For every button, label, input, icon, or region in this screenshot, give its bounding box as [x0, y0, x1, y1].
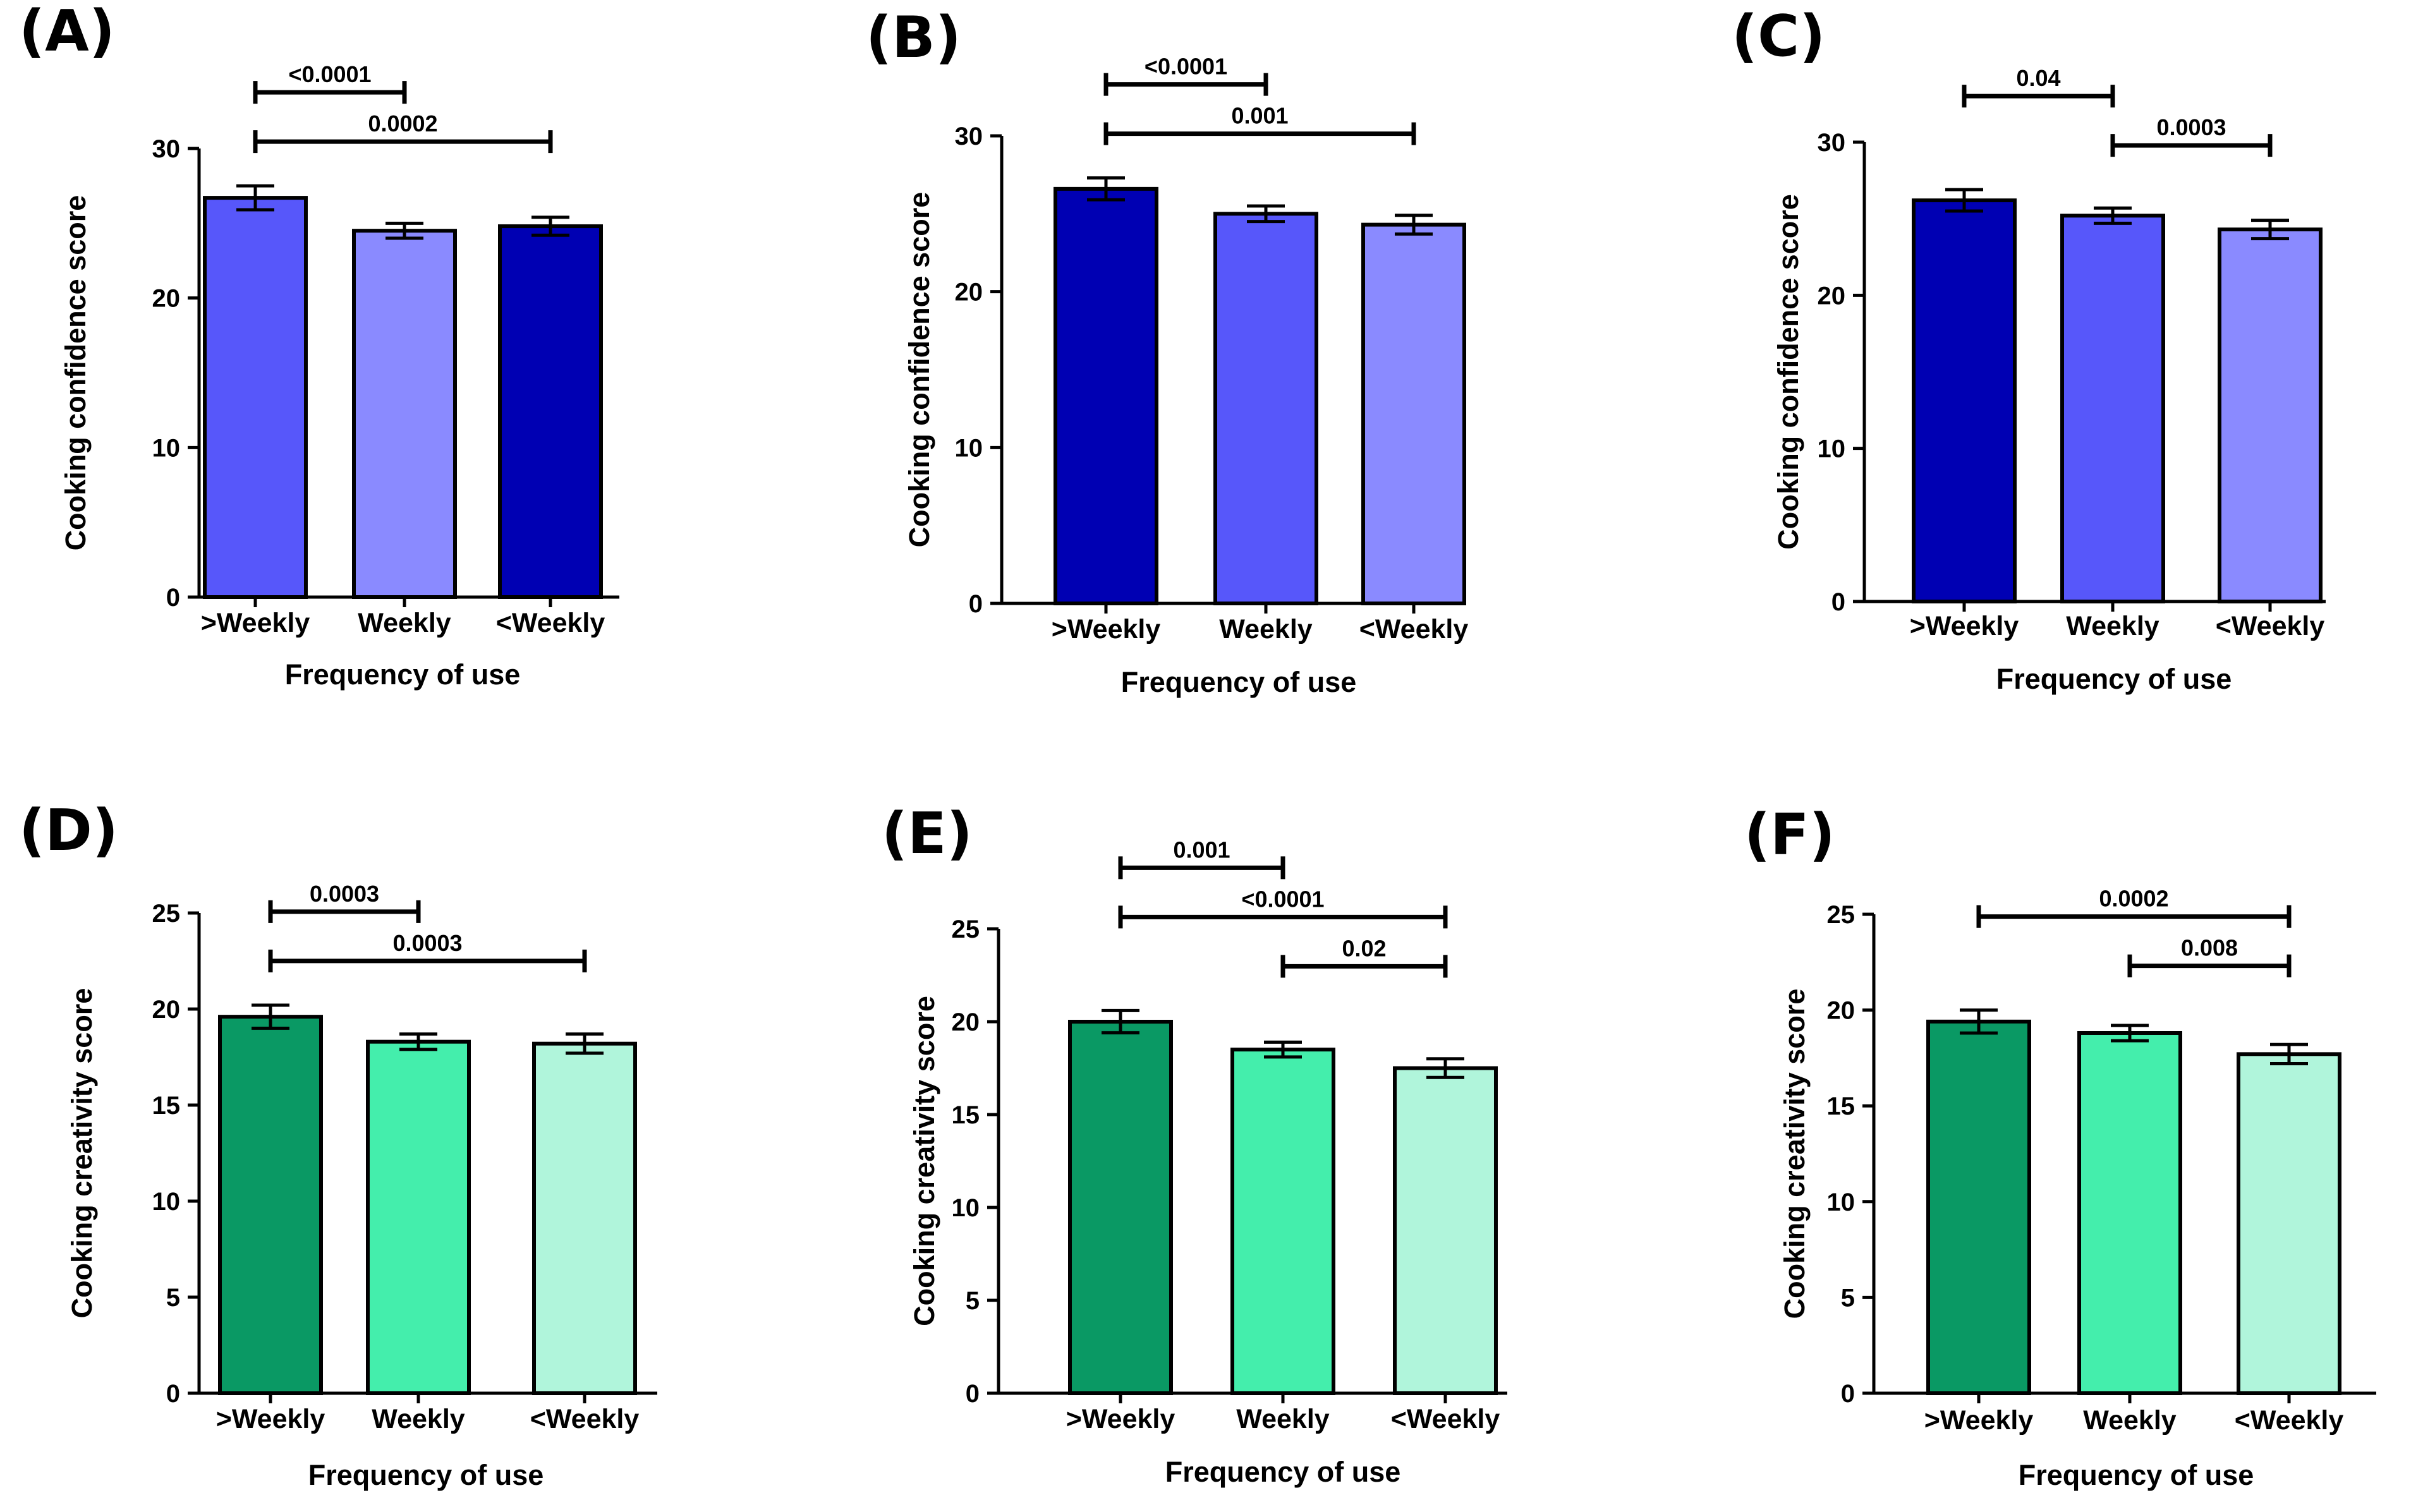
- panel-b-y-tick-label: 20: [955, 279, 983, 306]
- panel-b-y-axis-title: Cooking confidence score: [903, 192, 935, 548]
- panel-d-y-tick-label: 10: [152, 1188, 181, 1216]
- panel-f-y-tick-label: 25: [1827, 901, 1855, 929]
- panel-b-bar: [1054, 186, 1158, 606]
- panel-e-y-tick-label: 5: [966, 1287, 980, 1315]
- panel-b-label: (B): [866, 4, 961, 71]
- panel-d-p-value: 0.0003: [310, 881, 379, 907]
- panel-c-bar: [1912, 198, 2017, 603]
- panel-c-bar: [2218, 227, 2323, 603]
- panel-e-p-value: <0.0001: [1241, 886, 1324, 912]
- panel-c-p-value: 0.0003: [2156, 114, 2226, 140]
- panel-f-bar: [2077, 1031, 2182, 1395]
- panel-a-bar: [352, 229, 457, 599]
- panel-d-label: (D): [19, 797, 118, 864]
- panel-f-y-tick-label: 0: [1841, 1380, 1855, 1408]
- panel-c-y-tick-label: 20: [1818, 282, 1846, 310]
- panel-b-bar: [1361, 222, 1466, 606]
- panel-a-x-tick-label: <Weekly: [496, 608, 605, 638]
- panel-d-y-axis-title: Cooking creativity score: [66, 988, 98, 1319]
- panel-a-p-value: <0.0001: [288, 61, 371, 87]
- panel-e-p-value: 0.001: [1173, 837, 1230, 862]
- panel-d-p-value: 0.0003: [392, 930, 462, 956]
- panel-f-bar: [1926, 1019, 2031, 1395]
- panel-b-x-tick-label: <Weekly: [1359, 614, 1469, 644]
- panel-a-x-tick-label: Weekly: [358, 608, 451, 638]
- panel-b-p-value: <0.0001: [1145, 54, 1227, 80]
- panel-e-y-tick-label: 20: [952, 1008, 980, 1036]
- panel-c-label: (C): [1732, 3, 1825, 70]
- panel-f-x-tick-label: >Weekly: [1924, 1405, 2034, 1436]
- panel-a-y-tick-label: 30: [152, 135, 181, 163]
- panel-d-y-tick-label: 20: [152, 996, 181, 1024]
- panel-c-x-tick-label: >Weekly: [1910, 611, 2019, 641]
- panel-d-x-tick-label: Weekly: [372, 1404, 465, 1434]
- panel-f-x-tick-label: Weekly: [2083, 1405, 2176, 1436]
- panel-a-x-tick-label: >Weekly: [201, 608, 310, 638]
- panel-c-x-axis-title: Frequency of use: [1996, 663, 2232, 695]
- panel-b-y-tick-label: 30: [955, 123, 983, 150]
- panel-a-y-tick-label: 0: [166, 584, 180, 612]
- panel-e-label: (E): [882, 801, 973, 867]
- panel-c-x-tick-label: Weekly: [2066, 611, 2159, 641]
- panel-f-y-tick-label: 5: [1841, 1284, 1855, 1312]
- panel-c-y-tick-label: 10: [1818, 435, 1846, 463]
- panel-c-y-tick-label: 0: [1831, 588, 1845, 616]
- panel-a-y-tick-label: 20: [152, 285, 181, 313]
- panel-d-x-axis-title: Frequency of use: [308, 1459, 544, 1491]
- panel-a-y-axis-title: Cooking confidence score: [59, 195, 92, 551]
- panel-a-x-axis-title: Frequency of use: [285, 658, 521, 691]
- panel-b-p-value: 0.001: [1231, 103, 1288, 129]
- panel-b-y-tick-label: 10: [955, 434, 983, 462]
- panel-f-bar: [2237, 1052, 2341, 1396]
- panel-a-p-value: 0.0002: [368, 111, 437, 136]
- panel-d-bar: [366, 1039, 471, 1396]
- panel-d-y-tick-label: 25: [152, 900, 181, 928]
- panel-e-y-axis-title: Cooking creativity score: [908, 996, 940, 1326]
- panel-f-y-tick-label: 20: [1827, 997, 1855, 1025]
- panel-c-p-value: 0.04: [2016, 65, 2060, 91]
- panel-a-label: (A): [19, 0, 115, 64]
- panel-b-x-tick-label: >Weekly: [1052, 614, 1161, 644]
- panel-d-y-tick-label: 15: [152, 1092, 181, 1120]
- panel-b-y-tick-label: 0: [969, 590, 983, 618]
- panel-e-p-value: 0.02: [1342, 935, 1386, 961]
- panel-d-x-tick-label: >Weekly: [216, 1404, 325, 1434]
- panel-e-y-tick-label: 15: [952, 1101, 980, 1129]
- panel-e-y-tick-label: 0: [966, 1380, 980, 1408]
- panel-a-bar: [203, 196, 308, 600]
- panel-f-y-tick-label: 15: [1827, 1092, 1855, 1120]
- panel-c-x-tick-label: <Weekly: [2216, 611, 2325, 641]
- panel-e-bar: [1393, 1066, 1498, 1395]
- panel-e-x-tick-label: >Weekly: [1066, 1404, 1175, 1434]
- panel-a-y-tick-label: 10: [152, 434, 181, 462]
- panel-b-x-axis-title: Frequency of use: [1121, 666, 1357, 698]
- panel-e-x-tick-label: Weekly: [1236, 1404, 1329, 1434]
- panel-f-p-value: 0.008: [2181, 935, 2238, 961]
- panel-b-bar: [1213, 212, 1318, 606]
- panel-e-y-tick-label: 10: [952, 1194, 980, 1222]
- panel-c-y-tick-label: 30: [1818, 129, 1846, 157]
- panel-e-y-tick-label: 25: [952, 916, 980, 943]
- panel-f-x-tick-label: <Weekly: [2235, 1405, 2344, 1436]
- panel-f-y-axis-title: Cooking creativity score: [1778, 989, 1811, 1319]
- panel-e-bar: [1068, 1020, 1173, 1395]
- panel-e-x-tick-label: <Weekly: [1391, 1404, 1500, 1434]
- panel-e-bar: [1230, 1048, 1335, 1395]
- panel-b-x-tick-label: Weekly: [1219, 614, 1312, 644]
- panel-d-bar: [218, 1015, 323, 1396]
- panel-d-bar: [532, 1041, 637, 1395]
- panel-d-y-tick-label: 5: [166, 1284, 180, 1312]
- panel-d-y-tick-label: 0: [166, 1380, 180, 1408]
- panel-e-x-axis-title: Frequency of use: [1165, 1456, 1401, 1488]
- panel-f-x-axis-title: Frequency of use: [2019, 1459, 2254, 1491]
- panel-f-p-value: 0.0002: [2099, 886, 2168, 912]
- panel-d-x-tick-label: <Weekly: [530, 1404, 640, 1434]
- panel-c-bar: [2060, 214, 2165, 603]
- panel-f-label: (F): [1744, 802, 1835, 868]
- panel-f-y-tick-label: 10: [1827, 1188, 1855, 1216]
- panel-a-bar: [498, 224, 603, 600]
- panel-c-y-axis-title: Cooking confidence score: [1772, 194, 1804, 550]
